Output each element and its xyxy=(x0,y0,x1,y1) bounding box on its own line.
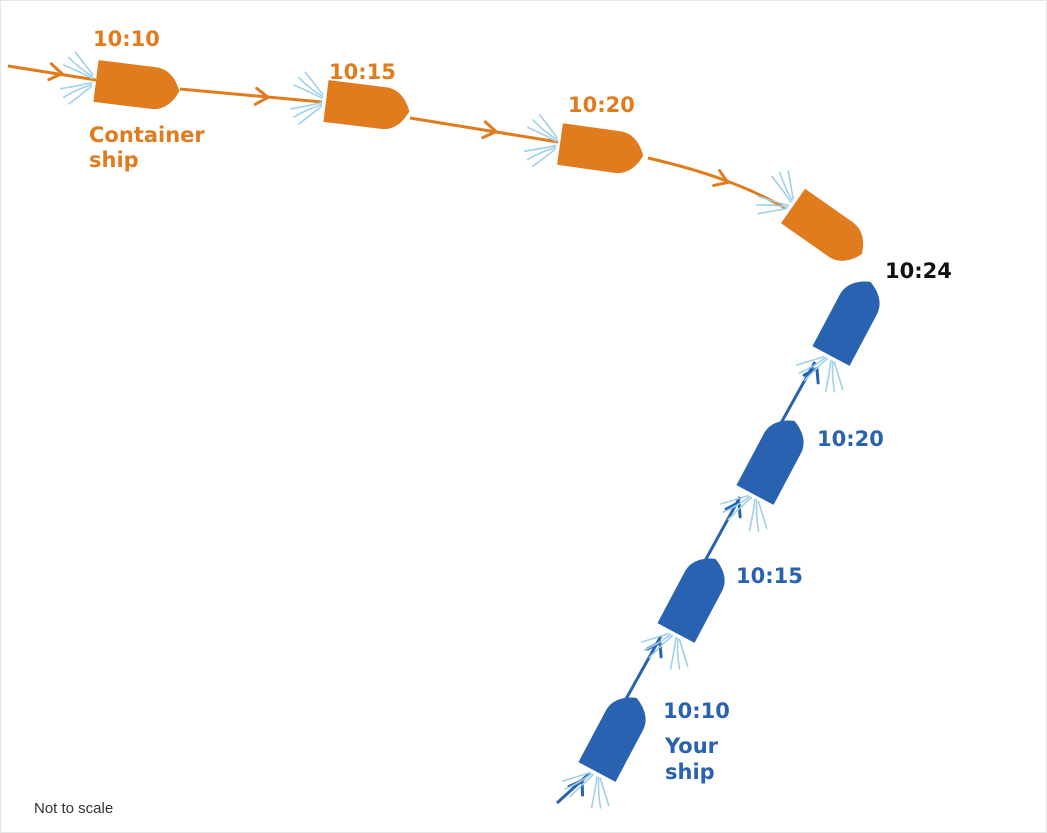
your-ship-1010 xyxy=(557,687,655,816)
container-time-1015: 10:15 xyxy=(329,60,396,84)
your-ship-label-line2: ship xyxy=(665,760,715,784)
container-ship-1010 xyxy=(58,50,182,113)
your-time-1020: 10:20 xyxy=(817,427,884,451)
container-time-1010: 10:10 xyxy=(93,27,160,51)
meeting-time-label: 10:24 xyxy=(885,259,952,283)
your-ship-track xyxy=(555,361,817,805)
container-ship-label-line1: Container xyxy=(89,123,205,147)
your-track-arrow xyxy=(802,363,826,385)
container-ship-1024 xyxy=(749,164,874,272)
your-ship-1015 xyxy=(636,548,734,677)
scale-note: Not to scale xyxy=(34,800,113,817)
your-time-1010: 10:10 xyxy=(663,699,730,723)
container-ship-1020 xyxy=(521,112,647,177)
your-ship-1020 xyxy=(715,410,813,539)
container-ship-track xyxy=(7,64,786,210)
container-time-1020: 10:20 xyxy=(568,93,635,117)
container-ship-label-line2: ship xyxy=(89,148,139,172)
your-time-1015: 10:15 xyxy=(736,564,803,588)
your-ship-label-line1: Your xyxy=(664,734,719,758)
